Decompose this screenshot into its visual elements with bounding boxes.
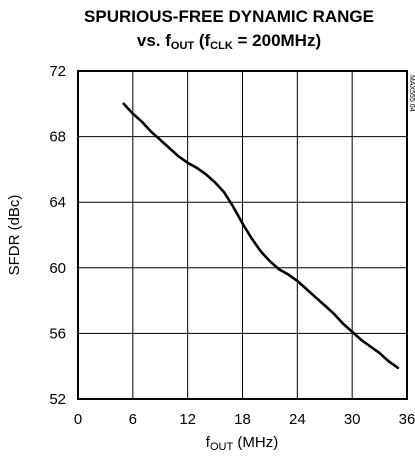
grid-lines (78, 71, 407, 399)
y-tick-label: 64 (49, 194, 66, 211)
x-tick-label: 6 (129, 411, 137, 428)
y-axis-label: SFDR (dBc) (6, 195, 23, 276)
y-tick-labels: 52 56 60 64 68 72 (49, 63, 66, 408)
x-tick-label: 36 (399, 411, 415, 428)
x-axis-label: fOUT (MHz) (206, 434, 278, 453)
x-tick-labels: 0 6 12 18 24 30 36 (74, 411, 415, 428)
chart-title-line2: vs. fOUT (fCLK = 200MHz) (137, 31, 321, 52)
chart-title-line1: SPURIOUS-FREE DYNAMIC RANGE (84, 7, 374, 26)
x-tick-label: 0 (74, 411, 82, 428)
x-tick-label: 24 (289, 411, 306, 428)
y-tick-label: 68 (49, 129, 66, 146)
plot-frame (77, 70, 408, 400)
y-tick-label: 72 (49, 63, 66, 80)
sfdr-series-line (122, 102, 400, 370)
y-tick-label: 56 (49, 325, 66, 342)
x-tick-label: 18 (234, 411, 251, 428)
part-number-mark: MAX555 04 (408, 75, 415, 112)
x-tick-label: 30 (344, 411, 361, 428)
x-tick-label: 12 (179, 411, 196, 428)
y-tick-label: 52 (49, 391, 66, 408)
y-tick-label: 60 (49, 260, 66, 277)
